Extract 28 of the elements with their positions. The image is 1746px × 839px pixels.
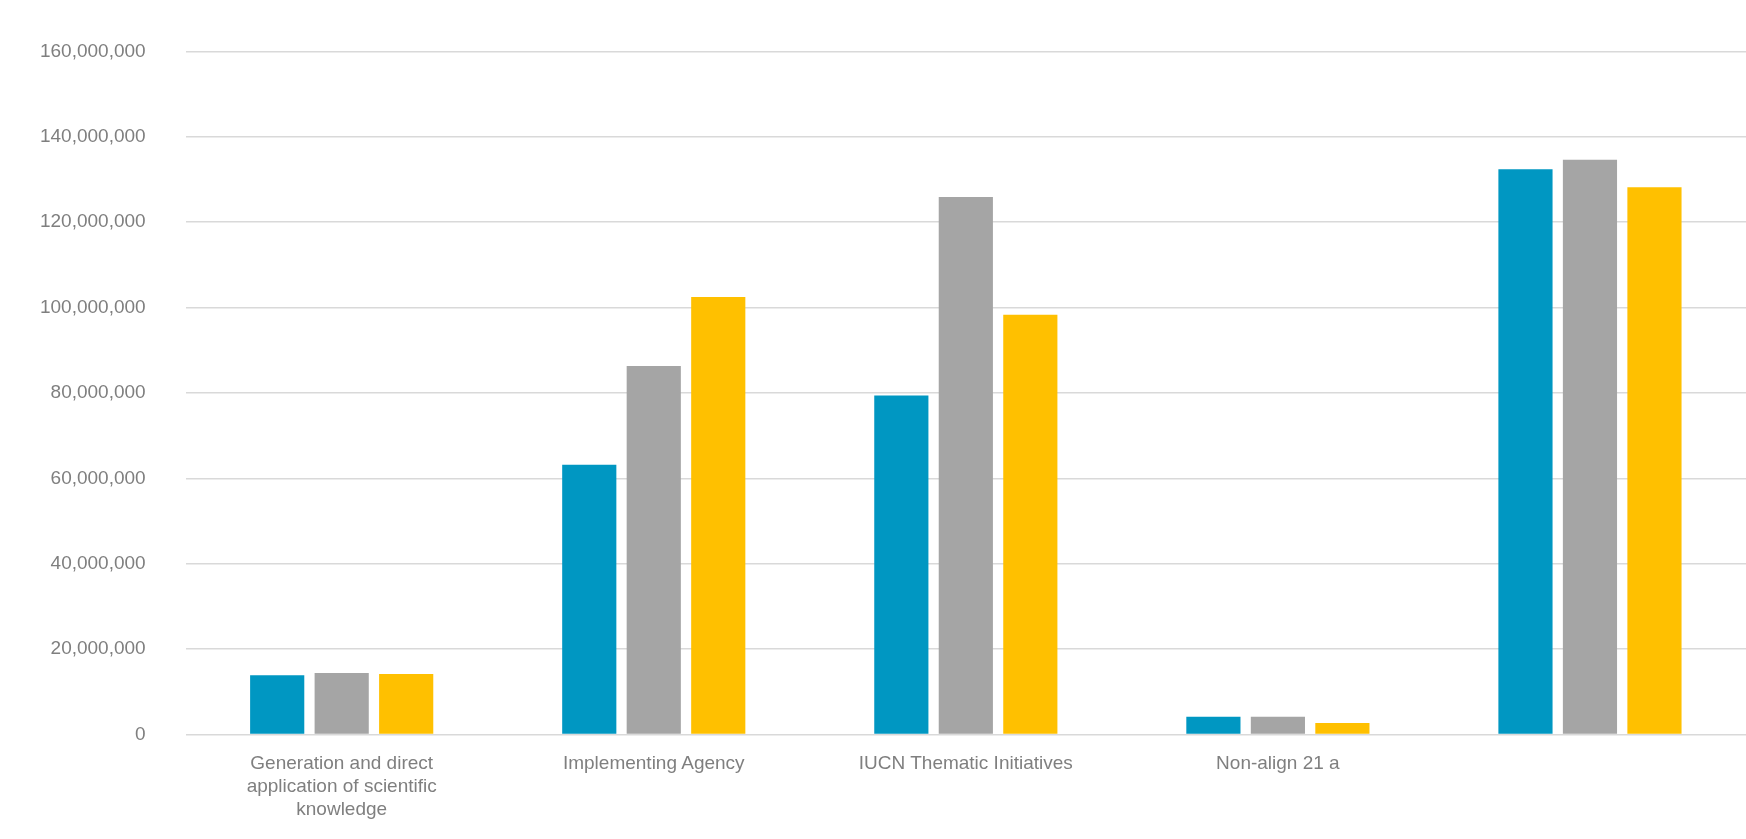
bar xyxy=(874,395,929,734)
x-tick-label: Generation and direct application of scientific knowledge xyxy=(246,752,437,819)
y-tick-label: 80,000,000 xyxy=(50,381,146,403)
bar xyxy=(1562,159,1618,734)
x-tick-label: IUCN Thematic Initiatives xyxy=(858,752,1073,774)
bar xyxy=(938,197,993,734)
bar xyxy=(1003,314,1058,734)
bar xyxy=(314,673,369,734)
y-tick-label: 60,000,000 xyxy=(50,466,146,488)
bar xyxy=(250,675,305,734)
y-tick-label: 120,000,000 xyxy=(39,210,146,232)
bar xyxy=(1186,716,1241,734)
y-tick-label: 40,000,000 xyxy=(50,552,146,574)
y-tick-label: 160,000,000 xyxy=(39,39,146,61)
bar xyxy=(626,366,681,734)
bar xyxy=(562,464,617,734)
x-tick-label: Non-align 21 a xyxy=(1216,752,1341,774)
bar xyxy=(1315,723,1370,734)
bar xyxy=(1627,187,1682,734)
bar xyxy=(1250,716,1305,734)
y-tick-label: 20,000,000 xyxy=(50,637,146,659)
bar xyxy=(1498,169,1553,734)
y-tick-label: 100,000,000 xyxy=(39,295,146,317)
x-tick-label: Implementing Agency xyxy=(562,752,746,774)
bar xyxy=(379,673,434,734)
bar xyxy=(691,296,746,734)
y-tick-label: 140,000,000 xyxy=(39,125,146,147)
y-tick-label: 0 xyxy=(135,722,146,744)
